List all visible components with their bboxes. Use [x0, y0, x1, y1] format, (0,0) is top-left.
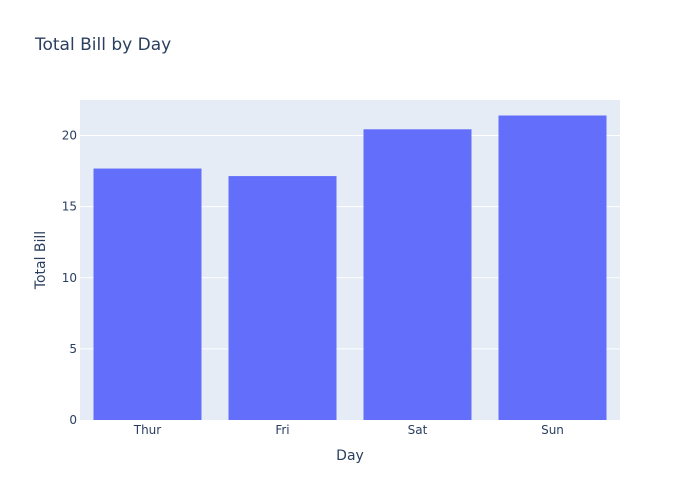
bars: [93, 115, 607, 420]
bar-sat[interactable]: [363, 129, 472, 420]
x-tick-label: Sat: [408, 423, 428, 437]
x-axis-ticks: Thur Fri Sat Sun: [133, 423, 564, 437]
y-axis-title: Total Bill: [33, 231, 49, 290]
bar-sun[interactable]: [498, 115, 607, 420]
x-axis-title: Day: [336, 448, 364, 464]
y-tick-label: 15: [62, 200, 77, 214]
y-tick-label: 20: [62, 129, 77, 143]
y-tick-label: 5: [69, 342, 77, 356]
bar-fri[interactable]: [228, 176, 337, 420]
chart-title: Total Bill by Day: [34, 35, 171, 55]
y-tick-label: 10: [62, 271, 77, 285]
y-tick-label: 0: [69, 413, 77, 427]
x-tick-label: Fri: [275, 423, 289, 437]
x-tick-label: Sun: [541, 423, 564, 437]
y-axis-ticks: 0 5 10 15 20: [62, 129, 77, 427]
bar-thur[interactable]: [93, 168, 202, 420]
x-tick-label: Thur: [133, 423, 162, 437]
